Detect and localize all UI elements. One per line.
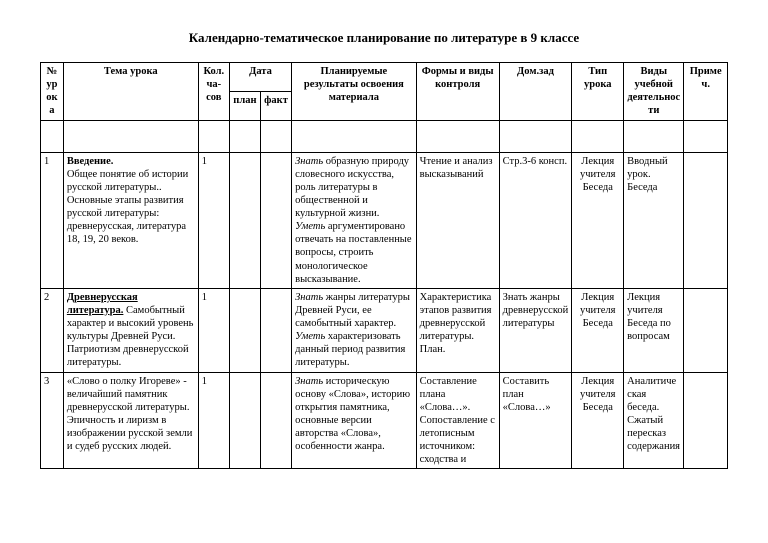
cell-homework: Знать жанры древнерусской литературы: [499, 288, 572, 372]
cell-forms: Чтение и анализ высказываний: [416, 152, 499, 288]
th-hours: Кол.ча-сов: [198, 63, 229, 121]
cell-type: Лекция учителя Беседа: [572, 152, 624, 288]
cell-num: 2: [41, 288, 64, 372]
cell-note: [684, 152, 728, 288]
cell-plan: [229, 288, 260, 372]
cell-num: 3: [41, 372, 64, 469]
th-plan: план: [229, 91, 260, 120]
th-forms: Формы и виды контроля: [416, 63, 499, 121]
cell-homework: Составить план «Слова…»: [499, 372, 572, 469]
table-row: 1Введение.Общее понятие об истории русск…: [41, 152, 728, 288]
th-topic: Тема урока: [63, 63, 198, 121]
cell-topic: «Слово о полку Игореве» - величайший пам…: [63, 372, 198, 469]
cell-hours: 1: [198, 288, 229, 372]
table-row: 3«Слово о полку Игореве» - величайший па…: [41, 372, 728, 469]
planning-table: № урока Тема урока Кол.ча-сов Дата Плани…: [40, 62, 728, 469]
th-fact: факт: [260, 91, 291, 120]
cell-note: [684, 288, 728, 372]
th-results: Планируемые результаты освоения материал…: [292, 63, 417, 121]
cell-fact: [260, 288, 291, 372]
cell-results: Знать историческую основу «Слова», истор…: [292, 372, 417, 469]
cell-activity: Лекция учителя Беседа по вопросам: [624, 288, 684, 372]
cell-plan: [229, 152, 260, 288]
cell-plan: [229, 372, 260, 469]
cell-forms: Составление плана «Слова…». Сопоставлени…: [416, 372, 499, 469]
cell-activity: Вводный урок. Беседа: [624, 152, 684, 288]
cell-fact: [260, 152, 291, 288]
cell-results: Знать образную природу словесного искусс…: [292, 152, 417, 288]
cell-topic: Древнерусская литература. Самобытный хар…: [63, 288, 198, 372]
th-date: Дата: [229, 63, 291, 92]
cell-num: 1: [41, 152, 64, 288]
cell-fact: [260, 372, 291, 469]
cell-type: Лекция учителя Беседа: [572, 288, 624, 372]
th-activity: Виды учебной деятельности: [624, 63, 684, 121]
table-row: 2Древнерусская литература. Самобытный ха…: [41, 288, 728, 372]
cell-results: Знать жанры литературы Древней Руси, ее …: [292, 288, 417, 372]
th-num: № урока: [41, 63, 64, 121]
page-title: Календарно-тематическое планирование по …: [40, 30, 728, 46]
cell-hours: 1: [198, 372, 229, 469]
th-homework: Дом.зад: [499, 63, 572, 121]
th-type: Тип урока: [572, 63, 624, 121]
cell-forms: Характеристика этапов развития древнерус…: [416, 288, 499, 372]
cell-note: [684, 372, 728, 469]
cell-topic: Введение.Общее понятие об истории русско…: [63, 152, 198, 288]
cell-hours: 1: [198, 152, 229, 288]
cell-activity: Аналитическая беседа. Сжатый пересказ со…: [624, 372, 684, 469]
th-note: Примеч.: [684, 63, 728, 121]
cell-homework: Стр.3-6 консп.: [499, 152, 572, 288]
cell-type: Лекция учителя Беседа: [572, 372, 624, 469]
